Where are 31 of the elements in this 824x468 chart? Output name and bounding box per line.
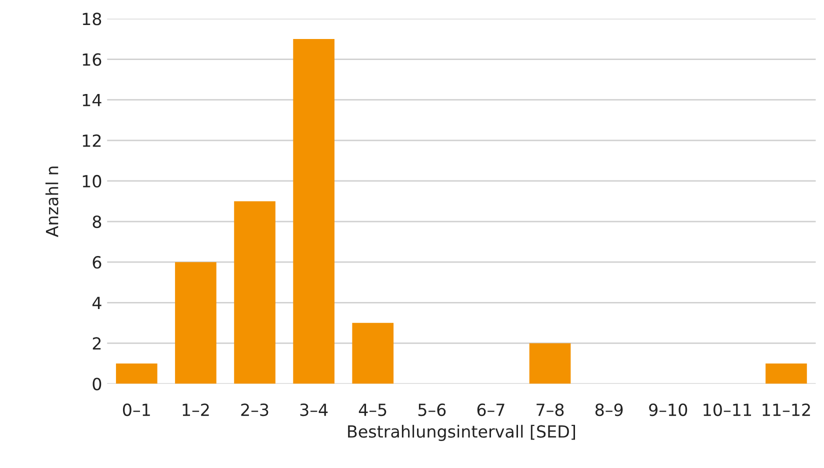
y-axis-title: Anzahl n xyxy=(45,166,58,238)
bar xyxy=(175,262,216,384)
bar xyxy=(293,39,334,384)
y-tick-label: 0 xyxy=(92,378,102,390)
x-axis-title: Bestrahlungsintervall [SED] xyxy=(348,424,575,442)
y-tick-label: 8 xyxy=(92,215,102,228)
x-tick-label: 4–5 xyxy=(358,404,386,416)
x-tick-label: 10–11 xyxy=(704,404,752,416)
x-tick-label: 11–12 xyxy=(762,404,810,416)
x-tick-label: 8–9 xyxy=(595,404,623,416)
y-tick-label: 14 xyxy=(82,94,102,106)
y-tick-label: 10 xyxy=(82,174,102,188)
bar xyxy=(529,343,571,384)
x-tick-label: 5–6 xyxy=(418,404,446,416)
bar xyxy=(116,363,158,384)
x-tick-label: 0–1 xyxy=(122,404,150,416)
y-tick-label: 12 xyxy=(82,134,101,147)
x-tick-label: 6–7 xyxy=(477,404,504,416)
y-tick-label: 18 xyxy=(82,12,102,26)
bar xyxy=(234,201,276,384)
bar xyxy=(766,363,807,384)
y-tick-label: 6 xyxy=(92,256,102,269)
bar xyxy=(352,322,394,384)
x-tick-label: 2–3 xyxy=(241,404,268,416)
x-tick-label: 9–10 xyxy=(649,404,688,416)
y-tick-label: 4 xyxy=(92,296,102,309)
x-tick-label: 7–8 xyxy=(536,404,564,416)
x-tick-label: 1–2 xyxy=(182,404,209,416)
x-tick-label: 3–4 xyxy=(300,404,328,416)
y-tick-label: 2 xyxy=(92,337,101,350)
y-tick-label: 16 xyxy=(82,53,102,66)
